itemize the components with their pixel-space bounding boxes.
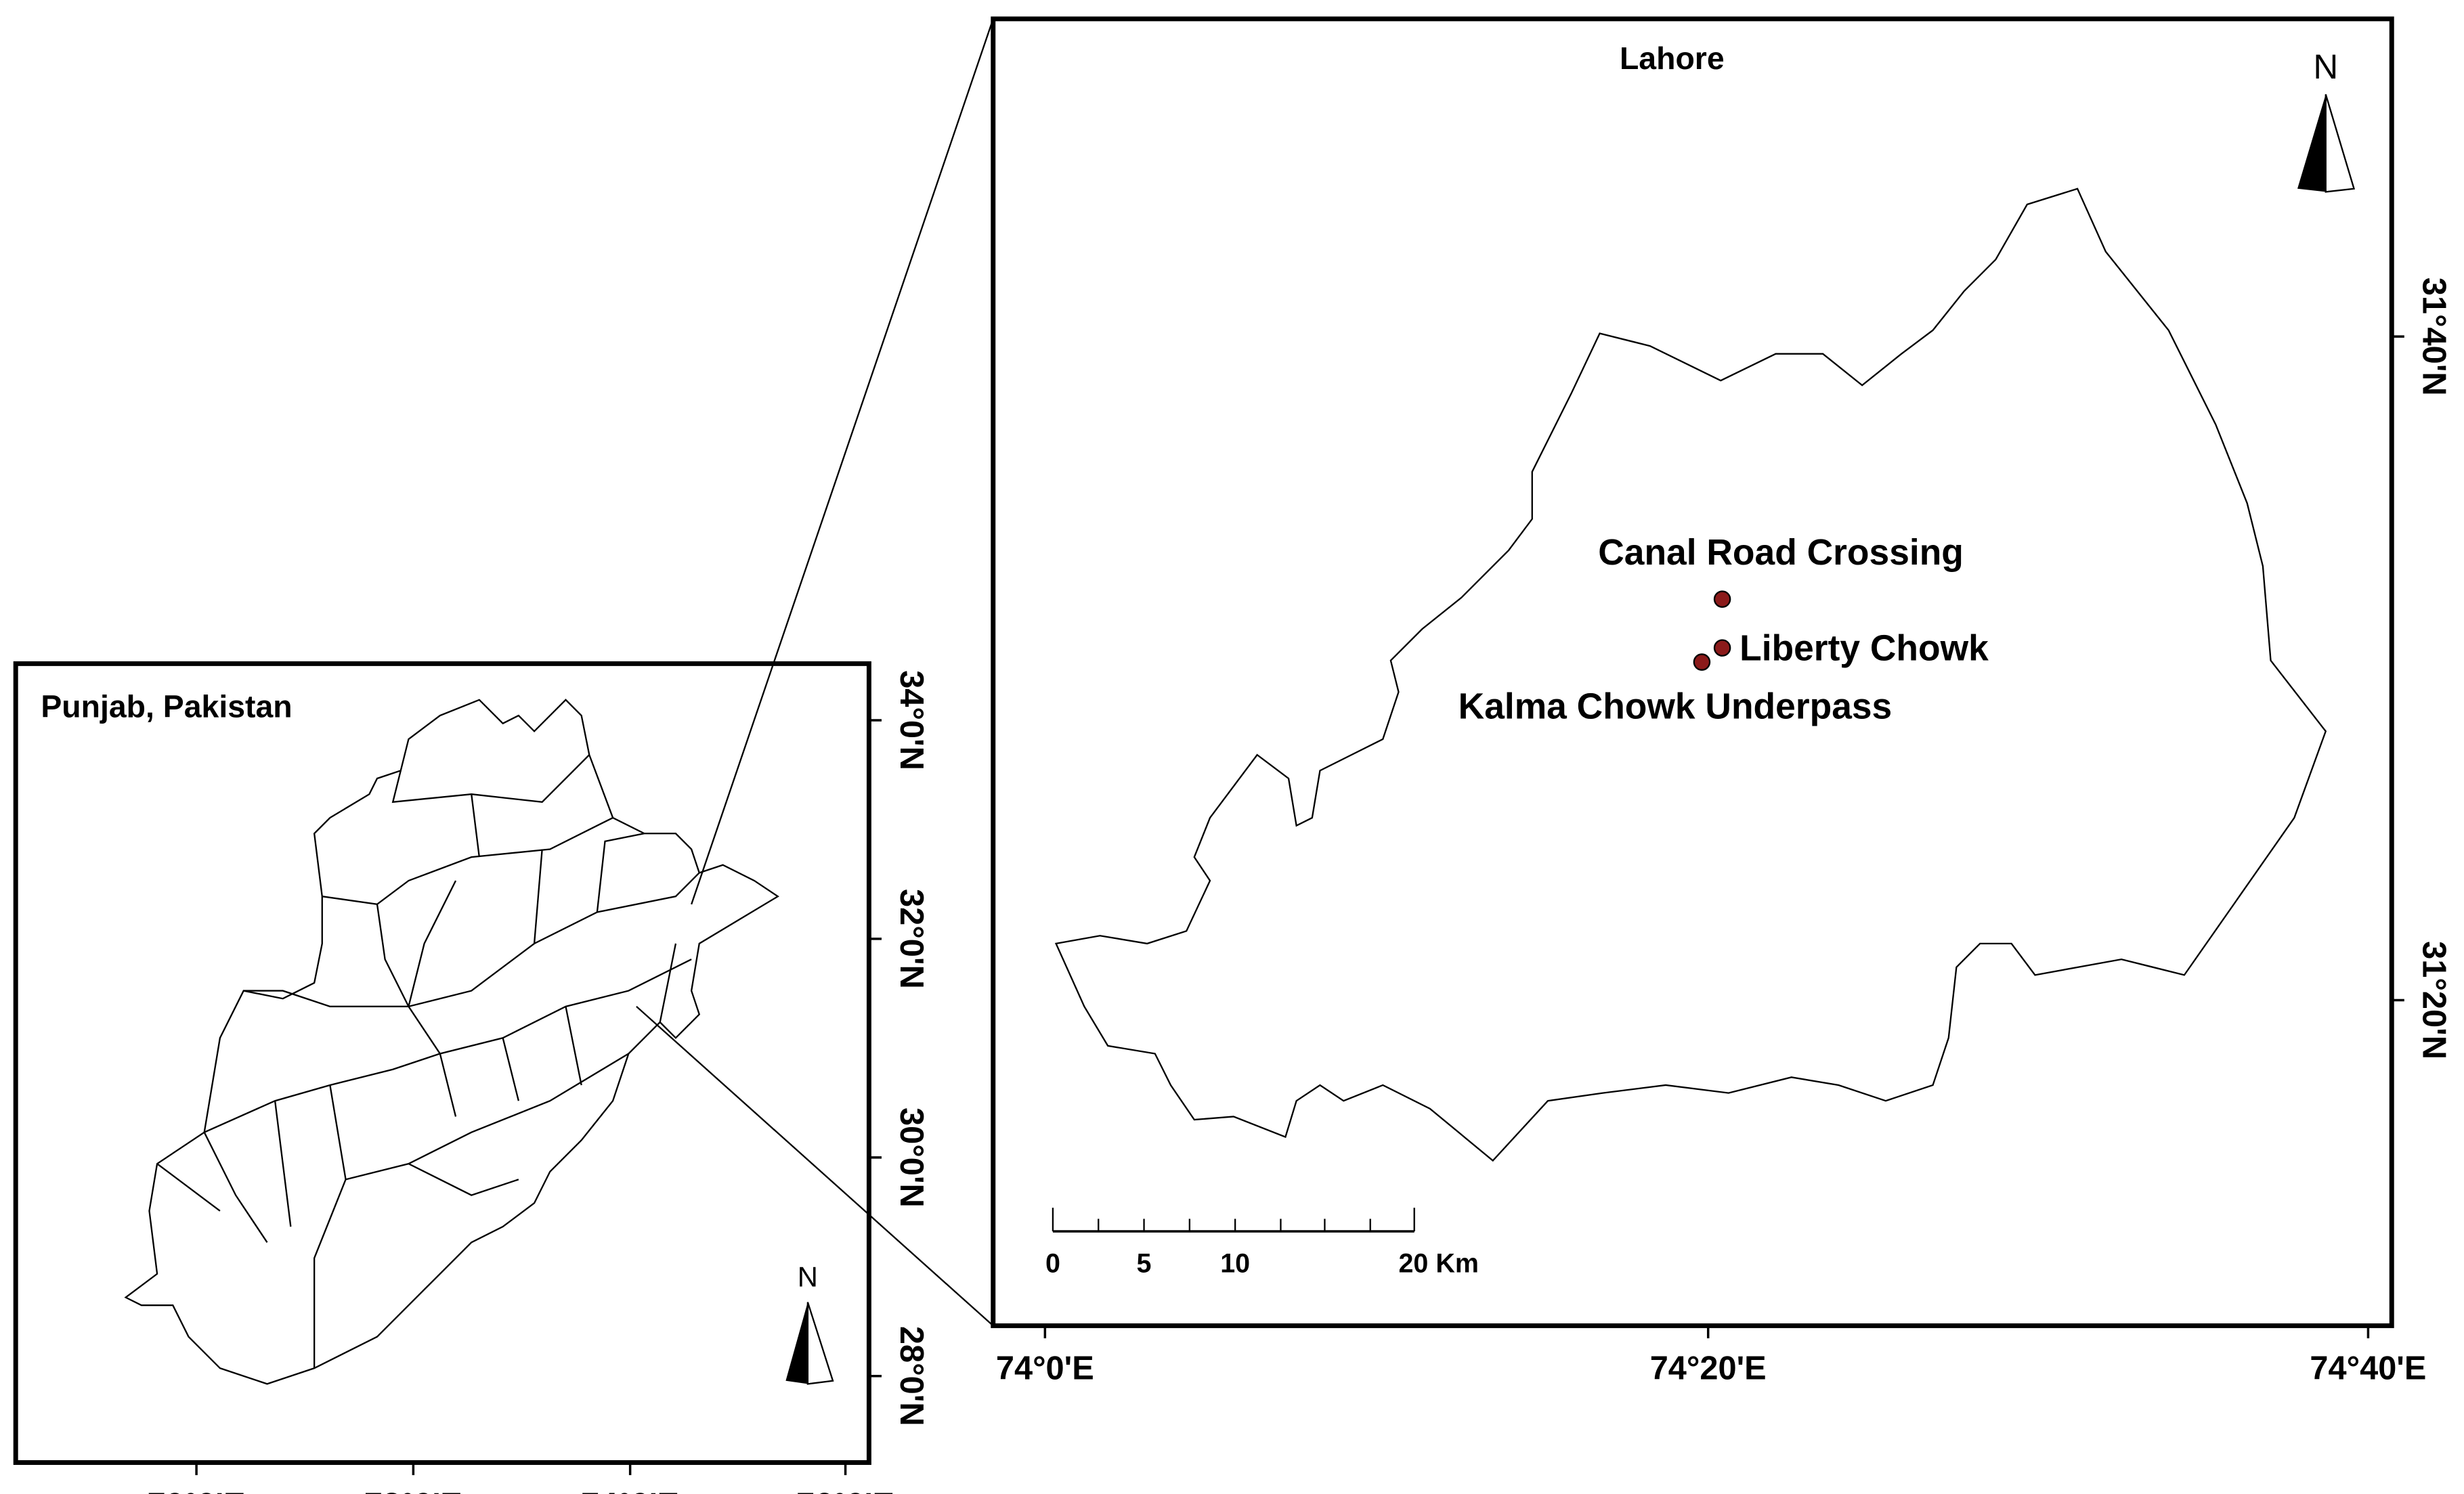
- x-tick-label: 76°0'E: [796, 1487, 894, 1494]
- y-tick-label: 32°0'N: [893, 889, 930, 989]
- main-title: Lahore: [1620, 41, 1725, 76]
- north-label: N: [2313, 47, 2338, 86]
- inset-title: Punjab, Pakistan: [41, 688, 292, 724]
- site-point: [1693, 653, 1711, 671]
- site-point: [1713, 590, 1731, 608]
- scale-ticks: [1052, 1208, 1415, 1232]
- x-tick-label: 74°20'E: [1650, 1350, 1767, 1386]
- north-arrow: [785, 1302, 808, 1384]
- scale-label: 5: [1137, 1248, 1152, 1278]
- y-tick-label: 31°40'N: [2416, 278, 2452, 396]
- punjab-outline: [124, 699, 779, 1385]
- north-arrow: [2297, 94, 2326, 192]
- scale-bar: 0 5 10 20 Km: [1045, 1208, 1479, 1278]
- inset-map: Punjab, Pakistan N 70°0'E 72°0'E 74°0'E 76°…: [13, 661, 930, 1494]
- zoom-connector: [691, 18, 994, 905]
- scale-label: 10: [1220, 1248, 1250, 1278]
- district-boundaries: [156, 754, 700, 1369]
- y-tick-label: 31°20'N: [2416, 941, 2452, 1059]
- site-label: Kalma Chowk Underpass: [1458, 687, 1893, 727]
- main-frame: [991, 16, 2394, 1328]
- scale-label: 0: [1045, 1248, 1060, 1278]
- zoom-connector: [636, 1005, 994, 1327]
- north-arrow: [806, 1302, 834, 1385]
- north-label: N: [798, 1260, 818, 1292]
- y-tick-label: 34°0'N: [893, 670, 930, 770]
- x-tick-label: 74°0'E: [581, 1487, 679, 1494]
- main-map: Lahore Canal Road Crossing Liberty Chowk…: [991, 16, 2452, 1386]
- x-tick-label: 74°0'E: [996, 1350, 1094, 1386]
- y-tick-label: 28°0'N: [893, 1326, 930, 1426]
- x-tick-label: 74°40'E: [2310, 1350, 2426, 1386]
- site-label: Liberty Chowk: [1739, 629, 1989, 669]
- inset-frame: [13, 661, 871, 1466]
- site-label: Canal Road Crossing: [1598, 533, 1964, 573]
- north-arrow: [2325, 94, 2356, 193]
- scale-label: 20 Km: [1399, 1248, 1479, 1278]
- lahore-outline: [1054, 188, 2327, 1162]
- y-tick-label: 30°0'N: [893, 1107, 930, 1208]
- x-tick-label: 72°0'E: [364, 1487, 462, 1494]
- x-tick-label: 70°0'E: [148, 1487, 246, 1494]
- site-point: [1713, 639, 1731, 657]
